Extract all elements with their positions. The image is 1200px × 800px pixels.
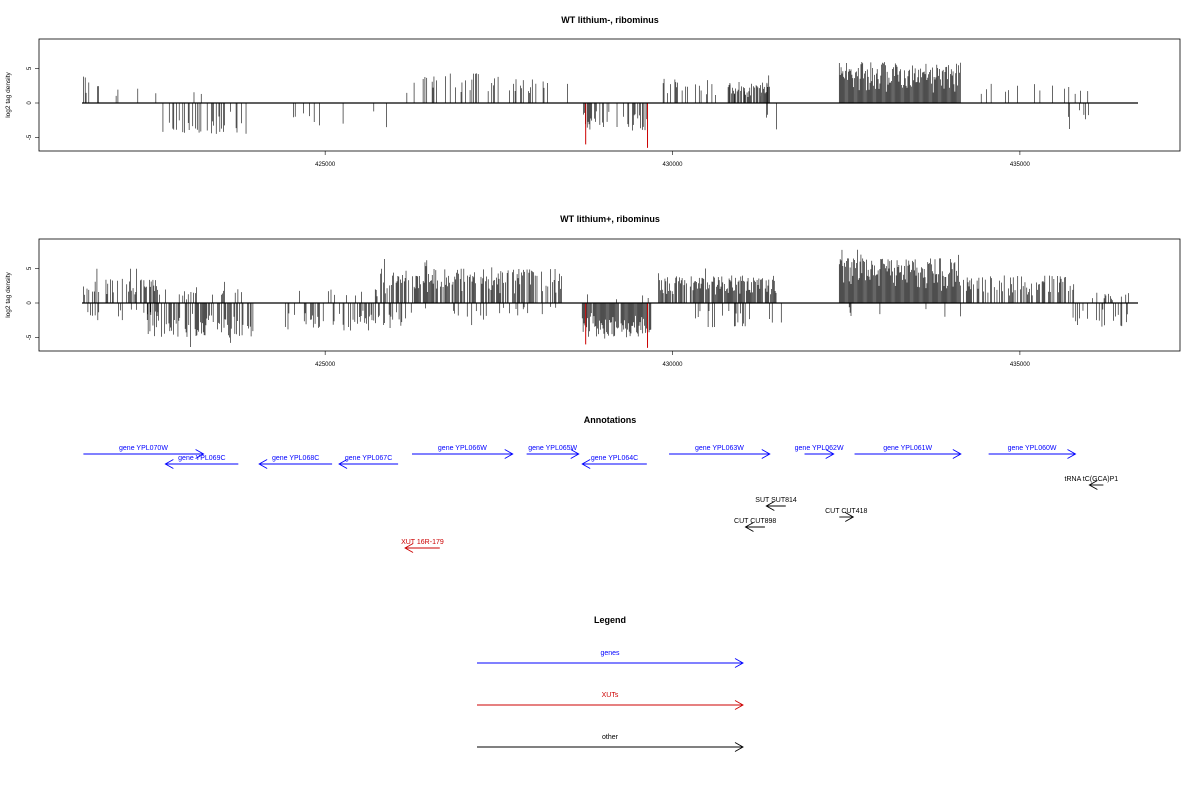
feature-arrowhead — [164, 459, 174, 469]
feature-arrowhead — [570, 449, 580, 459]
feature-label: CUT CUT898 — [734, 518, 776, 525]
axes: -5 0 5 425000 430000 435000 — [27, 266, 1138, 368]
x-tick-label: 435000 — [1010, 362, 1031, 368]
y-tick-label: -5 — [27, 334, 33, 340]
feature-arrowhead — [404, 543, 414, 553]
feature-label: CUT CUT418 — [825, 508, 867, 515]
feature-label: gene YPL069C — [178, 455, 225, 462]
legend-arrowhead — [734, 742, 744, 752]
x-tick-label: 430000 — [663, 362, 684, 368]
annotation-feature: gene YPL069C — [164, 455, 239, 469]
annotation-features: gene YPL070W gene YPL069C gene YPL068C gene… — [83, 445, 1118, 553]
annotation-feature: gene YPL062W — [795, 445, 844, 459]
feature-label: XUT 16R-179 — [401, 539, 444, 546]
annotation-feature: gene YPL070W — [83, 445, 205, 459]
feature-arrowhead — [504, 449, 514, 459]
feature-label: gene YPL063W — [695, 445, 744, 452]
density-bars — [83, 249, 1129, 348]
feature-arrowhead — [581, 459, 591, 469]
y-tick-label: 0 — [27, 301, 33, 305]
annotation-feature: gene YPL068C — [258, 455, 333, 469]
y-tick-label: -5 — [27, 134, 33, 140]
x-tick-label: 425000 — [315, 162, 336, 168]
y-axis-label: log2 tag density — [5, 71, 12, 117]
track-title: WT lithium+, ribominus — [560, 214, 660, 224]
legend-label: other — [602, 734, 619, 741]
annotation-feature: CUT CUT418 — [825, 508, 867, 522]
track-panel-lithium-minus: WT lithium-, ribominus log2 tag density … — [5, 15, 1181, 168]
annotation-feature: gene YPL060W — [988, 445, 1077, 459]
annotation-feature: gene YPL066W — [412, 445, 514, 459]
y-tick-label: 5 — [27, 66, 33, 70]
feature-arrowhead — [338, 459, 348, 469]
plot-frame — [38, 38, 1181, 152]
feature-arrowhead — [195, 449, 205, 459]
annotations-title: Annotations — [584, 415, 637, 425]
annotation-feature: gene YPL065W — [526, 445, 580, 459]
legend-item: other — [477, 734, 744, 752]
legend-arrowhead — [734, 658, 744, 668]
feature-label: gene YPL061W — [883, 445, 932, 452]
axes: -5 0 5 425000 430000 435000 — [27, 66, 1138, 168]
annotation-feature: gene YPL067C — [338, 455, 399, 469]
annotation-feature: gene YPL064C — [581, 455, 647, 469]
legend-title: Legend — [594, 615, 626, 625]
annotation-feature: gene YPL061W — [854, 445, 962, 459]
feature-arrowhead — [1067, 449, 1077, 459]
feature-label: gene YPL068C — [272, 455, 319, 462]
y-tick-label: 0 — [27, 101, 33, 105]
feature-label: gene YPL067C — [345, 455, 392, 462]
legend-arrowhead — [734, 700, 744, 710]
annotation-feature: XUT 16R-179 — [401, 539, 444, 553]
feature-label: gene YPL070W — [119, 445, 168, 452]
feature-label: gene YPL064C — [591, 455, 638, 462]
feature-label: gene YPL066W — [438, 445, 487, 452]
feature-label: gene YPL062W — [795, 445, 844, 452]
x-tick-label: 435000 — [1010, 162, 1031, 168]
track-panel-lithium-plus: WT lithium+, ribominus log2 tag density … — [5, 214, 1181, 368]
annotation-feature: gene YPL063W — [669, 445, 771, 459]
legend: Legend genes XUTs other — [477, 615, 744, 752]
x-tick-label: 430000 — [663, 162, 684, 168]
plot-frame — [38, 238, 1181, 352]
feature-arrowhead — [1088, 480, 1098, 490]
feature-arrowhead — [258, 459, 268, 469]
feature-arrowhead — [765, 501, 775, 511]
feature-label: tRNA tC(GCA)P1 — [1065, 476, 1119, 483]
legend-label: genes — [600, 650, 620, 657]
annotation-feature: SUT SUT814 — [755, 497, 797, 511]
legend-items: genes XUTs other — [477, 650, 744, 752]
density-bars — [83, 61, 1089, 148]
feature-label: SUT SUT814 — [755, 497, 797, 504]
legend-item: genes — [477, 650, 744, 668]
legend-item: XUTs — [477, 692, 744, 710]
feature-arrowhead — [744, 522, 754, 532]
feature-arrowhead — [845, 512, 855, 522]
feature-label: gene YPL060W — [1008, 445, 1057, 452]
annotation-feature: CUT CUT898 — [734, 518, 776, 532]
feature-arrowhead — [761, 449, 771, 459]
feature-arrowhead — [952, 449, 962, 459]
y-axis-label: log2 tag density — [5, 271, 12, 317]
track-title: WT lithium-, ribominus — [561, 15, 659, 25]
feature-label: gene YPL065W — [528, 445, 577, 452]
legend-label: XUTs — [602, 692, 619, 699]
annotation-feature: tRNA tC(GCA)P1 — [1065, 476, 1119, 490]
y-tick-label: 5 — [27, 266, 33, 270]
feature-arrowhead — [825, 449, 835, 459]
x-tick-label: 425000 — [315, 362, 336, 368]
